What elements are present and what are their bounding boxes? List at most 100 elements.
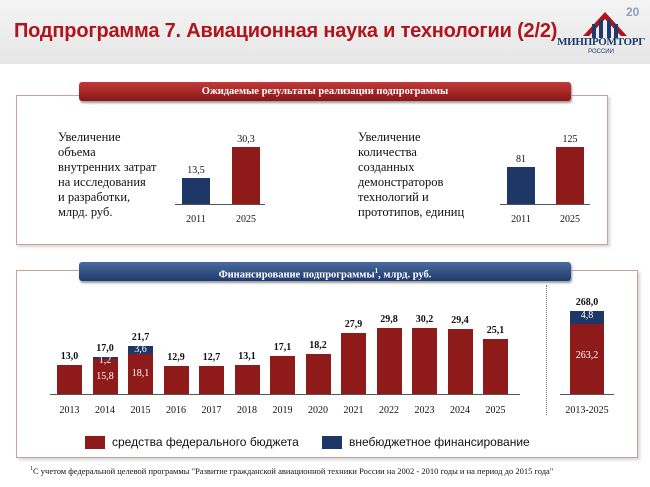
financing-year-2018: 2018 bbox=[237, 405, 257, 416]
desc-line: Увеличение bbox=[58, 130, 121, 144]
results-banner: Ожидаемые результаты реализации подпрогр… bbox=[79, 82, 571, 101]
financing-banner-text: Финансирование подпрограммы bbox=[218, 269, 375, 281]
financing-total-2024: 29,4 bbox=[451, 315, 469, 327]
financing-total-2018: 13,1 bbox=[238, 351, 256, 363]
financing-total-2021: 27,9 bbox=[344, 318, 363, 330]
total-bar-federal bbox=[570, 324, 604, 394]
footnote-text: С учетом федеральной целевой программы "… bbox=[33, 466, 554, 476]
financing-bar-federal-2016 bbox=[163, 365, 189, 394]
financing-bar-federal-2015 bbox=[128, 354, 153, 394]
financing-total-2019: 17,1 bbox=[273, 342, 292, 354]
financing-year-2014: 2014 bbox=[95, 405, 115, 416]
total-divider bbox=[546, 285, 548, 415]
total-bar-extra bbox=[570, 311, 604, 324]
financing-year-2022: 2022 bbox=[379, 405, 399, 416]
legend-extra-label: внебюджетное финансирование bbox=[349, 435, 530, 449]
financing-year-2013: 2013 bbox=[59, 405, 80, 416]
chart1-value-2025: 30,3 bbox=[237, 134, 255, 145]
footnote-sup: 1 bbox=[30, 466, 33, 473]
legend-federal-swatch bbox=[85, 436, 105, 449]
desc-line: прототипов, единиц bbox=[358, 205, 465, 219]
chart1-year-2025: 2025 bbox=[236, 214, 256, 225]
results-block1-description: Увеличение объема внутренних затрат на и… bbox=[58, 130, 178, 220]
financing-bar-extra-2015 bbox=[128, 346, 153, 355]
desc-line: на исследования bbox=[58, 175, 146, 189]
financing-bar-federal-2020 bbox=[305, 353, 331, 394]
desc-line: млрд. руб. bbox=[58, 205, 113, 219]
financing-bar-federal-2013 bbox=[57, 365, 82, 394]
financing-total-2013: 13,0 bbox=[60, 351, 79, 363]
financing-label-extra-2015: 3,6 bbox=[134, 344, 147, 356]
financing-year-2025: 2025 bbox=[485, 405, 506, 416]
financing-total-2015: 21,7 bbox=[131, 332, 150, 344]
financing-bar-federal-2024 bbox=[447, 329, 473, 394]
financing-label-federal-2015: 18,1 bbox=[131, 368, 150, 380]
financing-bar-federal-2021 bbox=[341, 332, 366, 394]
financing-year-2020: 2020 bbox=[308, 405, 328, 416]
legend-federal-label: средства федерального бюджета bbox=[112, 435, 299, 449]
chart2-bar-2011 bbox=[507, 167, 535, 204]
financing-total-2017: 12,7 bbox=[202, 352, 221, 364]
logo-subtext: РОССИИ bbox=[588, 49, 614, 55]
chart1-axis bbox=[175, 204, 265, 205]
desc-line: демонстраторов bbox=[358, 175, 444, 189]
chart2-bar-2025 bbox=[556, 147, 584, 204]
financing-year-2016: 2016 bbox=[166, 405, 186, 416]
desc-line: и разработки, bbox=[58, 190, 131, 204]
total-period: 2013-2025 bbox=[565, 405, 609, 416]
financing-bar-extra-2014 bbox=[92, 356, 118, 360]
desc-line: внутренних затрат bbox=[58, 160, 157, 174]
total-label-extra: 4,8 bbox=[580, 310, 594, 321]
financing-total-2016: 12,9 bbox=[167, 351, 185, 363]
ministry-logo-icon bbox=[583, 12, 627, 38]
financing-year-2023: 2023 bbox=[414, 405, 435, 416]
total-value: 268,0 bbox=[575, 297, 599, 308]
chart2-year-2011: 2011 bbox=[511, 214, 531, 225]
financing-bar-federal-2018 bbox=[234, 365, 260, 394]
financing-bar-federal-2014 bbox=[92, 359, 118, 394]
total-label-federal: 263,2 bbox=[575, 350, 599, 361]
financing-banner-tail: , млрд. руб. bbox=[378, 269, 432, 281]
desc-line: Увеличение bbox=[358, 130, 421, 144]
financing-label-federal-2014: 15,8 bbox=[96, 370, 114, 382]
financing-bar-federal-2019 bbox=[270, 356, 295, 394]
desc-line: количества bbox=[358, 145, 417, 159]
footnote: 1С учетом федеральной целевой программы … bbox=[30, 466, 553, 476]
total-axis bbox=[560, 394, 614, 395]
financing-bar-federal-2022 bbox=[376, 328, 402, 394]
financing-total-2020: 18,2 bbox=[309, 339, 327, 351]
financing-year-2015: 2015 bbox=[130, 405, 151, 416]
financing-label-extra-2014: 1,2 bbox=[98, 354, 112, 366]
financing-year-2021: 2021 bbox=[343, 405, 364, 416]
financing-banner-sup: 1 bbox=[374, 267, 379, 275]
financing-year-2019: 2019 bbox=[272, 405, 293, 416]
desc-line: объема bbox=[58, 145, 96, 159]
desc-line: технологий и bbox=[358, 190, 429, 204]
financing-total-2022: 29,8 bbox=[380, 314, 398, 326]
page-number: 20 bbox=[626, 5, 640, 19]
legend-extra-swatch bbox=[322, 436, 342, 449]
chart1-value-2011: 13,5 bbox=[187, 165, 205, 176]
financing-total-2025: 25,1 bbox=[486, 324, 505, 336]
financing-bar-federal-2023 bbox=[412, 327, 437, 394]
financing-year-2017: 2017 bbox=[201, 405, 222, 416]
logo-text: МИНПРОМТОРГ bbox=[557, 36, 645, 48]
page-title: Подпрограмма 7. Авиационная наука и техн… bbox=[14, 20, 558, 42]
financing-total-2014: 17,0 bbox=[96, 342, 114, 354]
financing-banner: Финансирование подпрограммы1, млрд. руб. bbox=[79, 262, 571, 281]
financing-axis bbox=[50, 394, 520, 395]
chart2-value-2025: 125 bbox=[562, 134, 578, 145]
chart2-year-2025: 2025 bbox=[560, 214, 580, 225]
chart1-bar-2011 bbox=[182, 178, 210, 204]
chart2-value-2011: 81 bbox=[516, 154, 526, 165]
chart1-year-2011: 2011 bbox=[186, 214, 206, 225]
desc-line: созданных bbox=[358, 160, 415, 174]
chart2-axis bbox=[500, 204, 590, 205]
header-bar bbox=[0, 0, 650, 64]
financing-bar-federal-2017 bbox=[199, 366, 224, 394]
financing-total-2023: 30,2 bbox=[415, 313, 434, 325]
financing-year-2024: 2024 bbox=[450, 405, 470, 416]
chart1-bar-2025 bbox=[232, 147, 260, 204]
financing-bar-federal-2025 bbox=[483, 338, 508, 394]
results-block2-description: Увеличение количества созданных демонстр… bbox=[358, 130, 488, 220]
